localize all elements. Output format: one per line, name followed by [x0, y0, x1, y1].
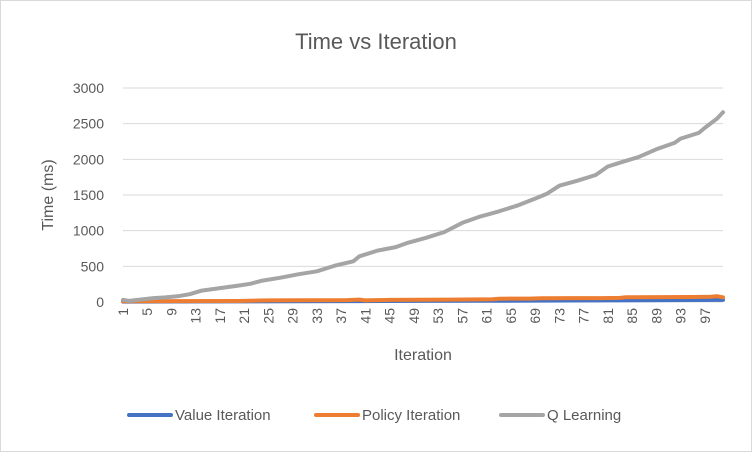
- x-tick-label: 73: [551, 308, 567, 324]
- legend-label-2: Q Learning: [547, 407, 621, 424]
- chart-title: Time vs Iteration: [295, 29, 457, 54]
- x-tick-label: 77: [576, 308, 592, 324]
- x-tick-label: 97: [697, 308, 713, 324]
- y-tick-label: 0: [96, 294, 104, 310]
- legend-label-0: Value Iteration: [175, 407, 271, 424]
- x-tick-label: 5: [139, 308, 155, 316]
- gridlines: [123, 87, 723, 303]
- x-tick-label: 57: [454, 308, 470, 324]
- y-tick-label: 3000: [73, 80, 104, 96]
- legend: Value Iteration Policy Iteration Q Learnin…: [127, 407, 621, 424]
- x-tick-label: 41: [357, 308, 373, 324]
- y-tick-label: 500: [81, 258, 105, 274]
- y-tick-label: 1500: [73, 187, 104, 203]
- x-tick-label: 89: [648, 308, 664, 324]
- x-tick-label: 45: [382, 308, 398, 324]
- x-tick-label: 37: [333, 308, 349, 324]
- y-tick-label: 1000: [73, 223, 104, 239]
- x-tick-label: 21: [236, 308, 252, 324]
- x-tick-label: 49: [406, 308, 422, 324]
- x-tick-label: 53: [430, 308, 446, 324]
- x-tick-label: 13: [188, 308, 204, 324]
- x-tick-label: 25: [260, 308, 276, 324]
- x-tick-label: 33: [309, 308, 325, 324]
- y-axis-title: Time (ms): [40, 159, 57, 230]
- series-line-2: [121, 110, 725, 303]
- y-axis-ticks: 0 500 1000 1500 2000 2500 3000: [73, 80, 104, 310]
- x-tick-label: 61: [479, 308, 495, 324]
- series-line-1: [121, 294, 725, 304]
- x-tick-label: 1: [115, 308, 131, 316]
- y-tick-label: 2000: [73, 151, 104, 167]
- x-tick-label: 65: [503, 308, 519, 324]
- x-tick-label: 93: [673, 308, 689, 324]
- x-tick-label: 9: [163, 308, 179, 316]
- x-tick-label: 29: [285, 308, 301, 324]
- x-axis-ticks: 1 5 9 13 17 21 25 29 33 37 41 45 49 53 57 61 65 69 73 77 81 8…: [115, 308, 713, 324]
- x-tick-label: 17: [212, 308, 228, 324]
- y-tick-label: 2500: [73, 116, 104, 132]
- legend-label-1: Policy Iteration: [362, 407, 460, 424]
- x-axis-title: Iteration: [394, 347, 452, 364]
- x-tick-label: 81: [600, 308, 616, 324]
- series-lines: [121, 110, 725, 304]
- x-tick-label: 69: [527, 308, 543, 324]
- x-tick-label: 85: [624, 308, 640, 324]
